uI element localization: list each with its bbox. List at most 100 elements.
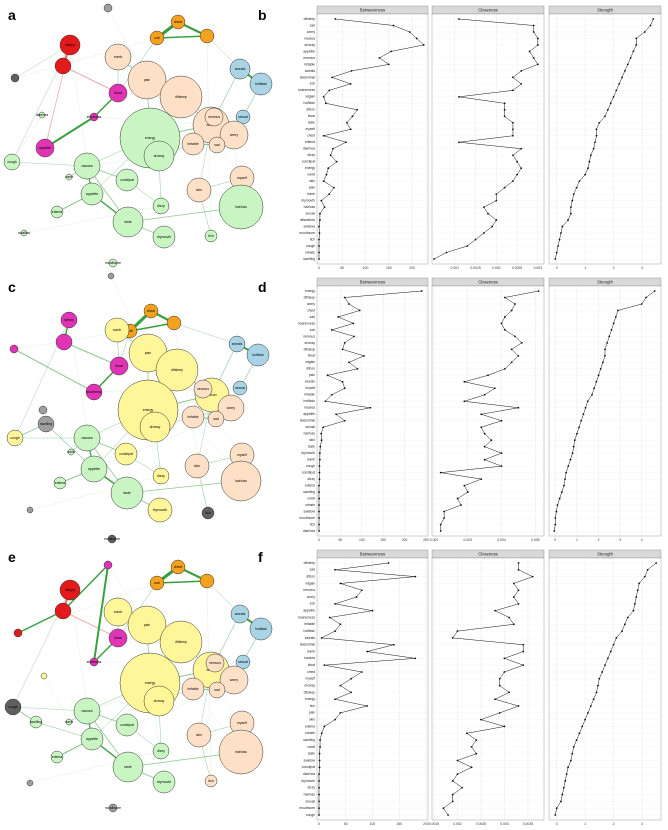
data-point	[520, 167, 523, 170]
plot-area	[548, 557, 662, 821]
network-node	[40, 672, 48, 680]
category-label: dizzy	[307, 153, 315, 157]
data-point	[581, 725, 584, 728]
data-point	[532, 57, 535, 59]
category-label: nervous	[303, 334, 315, 338]
data-point	[470, 766, 473, 769]
data-point	[366, 705, 369, 707]
node-label: sweats	[232, 342, 243, 346]
network-node	[199, 28, 215, 44]
data-point	[330, 329, 333, 331]
facet-strength: Strength 0 1 2 3 4	[548, 277, 662, 542]
category-label: difcon	[306, 108, 315, 112]
node-label: constipat	[119, 452, 133, 456]
category-label: constipat	[302, 765, 315, 769]
series-line	[318, 18, 425, 259]
category-label: drymouth	[301, 779, 315, 783]
category-label: hotflash	[303, 399, 315, 403]
network-node: nervous	[204, 107, 224, 127]
panel-label-f: f	[258, 549, 263, 565]
data-point	[632, 609, 635, 612]
x-tick-label: 200	[402, 538, 408, 542]
data-point	[494, 609, 496, 612]
data-point	[433, 258, 435, 260]
data-point	[618, 82, 621, 85]
network-node: pain	[127, 605, 167, 645]
network-node: irritable	[181, 132, 205, 156]
category-label: hoarseness	[298, 321, 315, 325]
category-label: difsleep	[304, 347, 316, 351]
category-label: pain	[309, 711, 315, 715]
category-label: wtgain	[305, 95, 315, 99]
data-point	[558, 497, 561, 500]
network-node: skin	[186, 177, 212, 203]
data-point	[522, 643, 525, 646]
centrality-chart-d: energy difsleep worry chest sad hoarseness sob…	[298, 277, 662, 542]
data-point	[328, 193, 331, 196]
data-point	[598, 121, 601, 124]
network-node: drymouth	[152, 770, 176, 794]
data-point	[604, 664, 606, 667]
data-point	[503, 115, 506, 118]
node-label: difcon	[207, 393, 216, 397]
data-point	[439, 523, 442, 526]
data-point	[480, 718, 482, 721]
network-node: mouthsore	[104, 534, 120, 544]
data-point	[325, 102, 327, 105]
network-node: appetite	[80, 727, 104, 751]
facet-betweenness: Betweenness 0 50 100 150 200	[316, 549, 429, 826]
data-point	[339, 623, 342, 626]
network-edge	[23, 205, 162, 234]
data-point	[323, 206, 326, 209]
data-point	[649, 24, 652, 27]
network-node: shortness	[87, 112, 102, 122]
data-point	[595, 134, 598, 137]
x-tick-label: 0.0025	[512, 266, 522, 270]
x-tick-label: 0.0015	[429, 822, 439, 826]
category-label: edema	[305, 140, 315, 144]
data-point	[503, 108, 506, 111]
data-point	[584, 718, 587, 721]
data-point	[503, 102, 506, 105]
data-point	[408, 31, 411, 33]
category-label: difcon	[306, 574, 315, 578]
data-point	[341, 380, 344, 383]
network-node: difsleep	[159, 620, 203, 664]
category-label: chest	[307, 308, 315, 312]
category-label: vomit	[307, 745, 315, 749]
data-point	[343, 419, 346, 422]
network-node: taste	[112, 751, 144, 783]
data-point	[554, 814, 557, 816]
data-point	[512, 582, 515, 585]
network-node: hairloss	[218, 729, 264, 775]
node-label: shortness	[87, 390, 102, 394]
data-point	[554, 517, 557, 519]
data-point	[553, 530, 556, 532]
series-line	[555, 562, 657, 816]
x-tick-label: 1	[584, 822, 586, 826]
node-label: cheat	[147, 309, 155, 313]
data-point	[517, 354, 520, 357]
network-edge	[29, 475, 162, 511]
data-point	[558, 238, 561, 241]
data-point	[517, 602, 520, 605]
node-label: sleepy	[65, 588, 75, 592]
facet-closeness: Closeness 0.001 0.0015 0.002 0.0025 0.003	[431, 5, 545, 270]
data-point	[500, 465, 503, 468]
node-label: swelling	[40, 422, 52, 426]
data-point	[498, 677, 501, 680]
category-label: sob	[310, 602, 315, 606]
data-point	[578, 732, 581, 735]
data-point	[643, 575, 646, 578]
data-point	[508, 691, 511, 694]
data-point	[414, 575, 417, 578]
node-label: hairloss	[235, 750, 247, 754]
data-point	[623, 69, 626, 72]
network-node: sleepy	[59, 579, 81, 601]
category-label: itch	[310, 522, 315, 526]
data-point	[503, 725, 506, 728]
network-node: itch	[201, 506, 215, 520]
category-label: itch	[310, 704, 315, 708]
node-label: drymouth	[153, 508, 167, 512]
data-point	[555, 807, 558, 810]
